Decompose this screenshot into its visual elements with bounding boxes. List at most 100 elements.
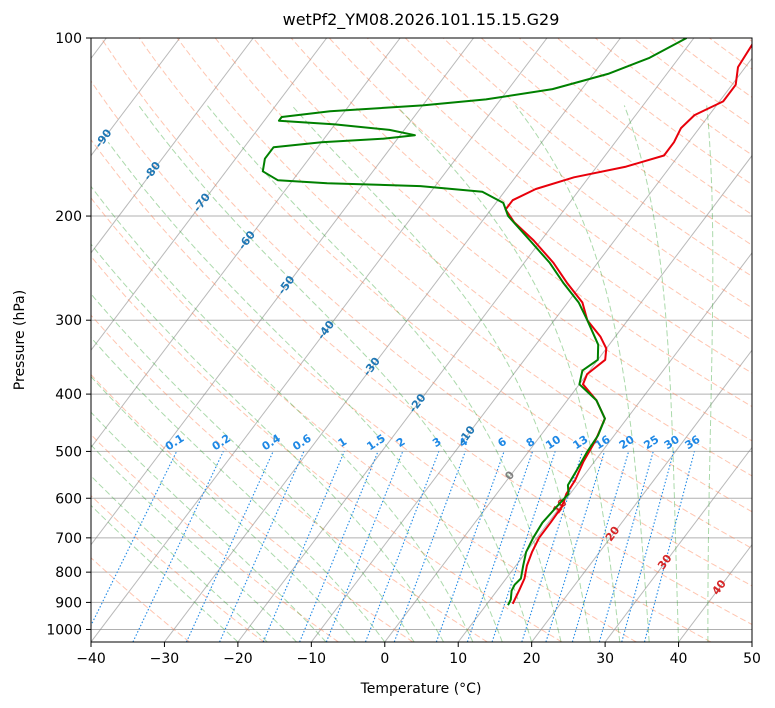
moist-adiabat-line — [706, 105, 714, 642]
moist-adiabat-line — [91, 504, 239, 642]
dry-adiabat-line — [91, 557, 190, 642]
moist-adiabat-line — [91, 243, 444, 642]
x-tick-label: 10 — [449, 651, 467, 667]
mixing-ratio-label: 0.2 — [210, 432, 233, 454]
isotherm-label: -50 — [275, 273, 298, 297]
moist-adiabat-line — [515, 105, 650, 642]
dry-adiabat-line — [709, 38, 752, 70]
x-tick-label: −40 — [76, 651, 106, 667]
mixing-ratio-label: 16 — [593, 433, 613, 452]
dry-adiabat-line — [556, 38, 752, 186]
mixing-ratio-label: 0.4 — [260, 432, 284, 454]
mixing-ratio-label: 30 — [662, 433, 682, 452]
moist-adiabat-line — [206, 105, 562, 642]
mixing-ratio-line — [621, 451, 675, 642]
moist-adiabat-line — [138, 105, 533, 642]
mixing-ratio-line — [393, 451, 466, 642]
isotherm-line — [91, 38, 474, 546]
mixing-ratio-label: 20 — [617, 433, 637, 452]
isotherm-line — [457, 252, 752, 642]
moist-adiabat-line — [91, 336, 386, 642]
dry-adiabat-line — [252, 38, 752, 442]
y-tick-label: 700 — [55, 531, 82, 547]
moist-adiabat-line — [91, 185, 474, 642]
dry-adiabat-line — [91, 494, 265, 642]
mixing-ratio-line — [132, 451, 224, 642]
dry-adiabat-line — [366, 38, 752, 341]
temperature-profile-line — [504, 42, 752, 605]
line-labels: 0.1 0.2 0.4 0.6 1 1.5 2 3 4 6 8 10 13 16 20 25 30 36-100-… — [92, 126, 729, 597]
dry-adiabat-line — [518, 38, 752, 216]
x-tick-label: 0 — [380, 651, 389, 667]
mixing-ratio-label: 25 — [641, 433, 661, 452]
isotherm-label: -80 — [141, 159, 164, 183]
isotherm-label: -40 — [315, 318, 338, 342]
mixing-ratio-line — [91, 451, 178, 627]
isotherm-line — [91, 38, 548, 642]
dry-adiabat-line — [404, 38, 752, 309]
isotherm-line — [751, 641, 752, 642]
dry-adiabat-line — [91, 197, 637, 642]
mixing-ratio-label: 13 — [571, 433, 591, 452]
dry-adiabat-line — [214, 38, 752, 477]
dry-adiabat-line — [91, 373, 414, 642]
moist-adiabat-line — [91, 475, 268, 642]
isotherm-line — [237, 38, 695, 642]
mixing-ratio-line — [598, 451, 654, 642]
moist-adiabat-line — [395, 105, 621, 642]
moist-adiabat-line — [291, 105, 591, 642]
x-tick-label: 50 — [743, 651, 761, 667]
x-tick-label: −20 — [223, 651, 253, 667]
y-tick-label: 100 — [55, 31, 82, 47]
mixing-ratio-label: 0.1 — [163, 432, 186, 454]
mixing-ratio-line — [325, 451, 404, 642]
mixing-ratio-label: 1 — [336, 435, 350, 450]
dry-adiabat-line — [633, 38, 752, 127]
isotherm-label: -20 — [406, 391, 429, 415]
dry-adiabat-line — [671, 38, 752, 98]
plot-frame — [90, 37, 753, 643]
dry-adiabat-line — [91, 255, 563, 642]
moist-adiabat-line — [107, 141, 503, 642]
y-tick-label: 1000 — [46, 622, 82, 638]
isotherm-line — [91, 38, 328, 351]
dry-adiabat-line — [91, 433, 339, 642]
moist-adiabat-line — [91, 293, 415, 642]
background-lines — [91, 38, 752, 642]
dry-adiabat-line — [100, 38, 752, 587]
isotherm-line — [678, 543, 752, 642]
sounding-profiles — [261, 38, 752, 606]
isotherm-label: 40 — [709, 577, 729, 597]
mixing-ratio-line — [491, 451, 556, 642]
isotherm-label: 30 — [655, 552, 675, 572]
dry-adiabat-line — [328, 38, 752, 374]
y-tick-label: 600 — [55, 491, 82, 507]
dry-adiabat-line — [91, 138, 712, 642]
y-tick-label: 900 — [55, 595, 82, 611]
isotherm-label: -30 — [360, 355, 383, 379]
y-tick-label: 400 — [55, 387, 82, 403]
dry-adiabat-line — [176, 38, 752, 513]
mixing-ratio-label: 10 — [543, 433, 563, 452]
mixing-ratio-label: 0.6 — [290, 432, 314, 454]
mixing-ratio-label: 6 — [495, 435, 509, 450]
y-tick-label: 800 — [55, 565, 82, 581]
dry-adiabat-line — [138, 38, 752, 549]
y-tick-label: 300 — [55, 313, 82, 329]
x-tick-label: 20 — [523, 651, 541, 667]
isotherm-label: 10 — [550, 496, 570, 516]
mixing-ratio-label: 36 — [683, 433, 703, 452]
mixing-ratio-line — [643, 451, 695, 642]
moist-adiabat-line — [91, 444, 297, 642]
mixing-ratio-line — [435, 451, 505, 642]
mixing-ratio-line — [262, 451, 345, 642]
isotherm-label: 0 — [502, 468, 517, 482]
moist-adiabat-line — [91, 411, 327, 642]
mixing-ratio-label: 1.5 — [364, 432, 387, 454]
dry-adiabat-line — [442, 38, 752, 277]
isotherm-line — [604, 446, 752, 642]
isotherm-line — [384, 154, 752, 642]
isotherm-line — [91, 38, 254, 254]
isotherm-line — [310, 57, 752, 642]
